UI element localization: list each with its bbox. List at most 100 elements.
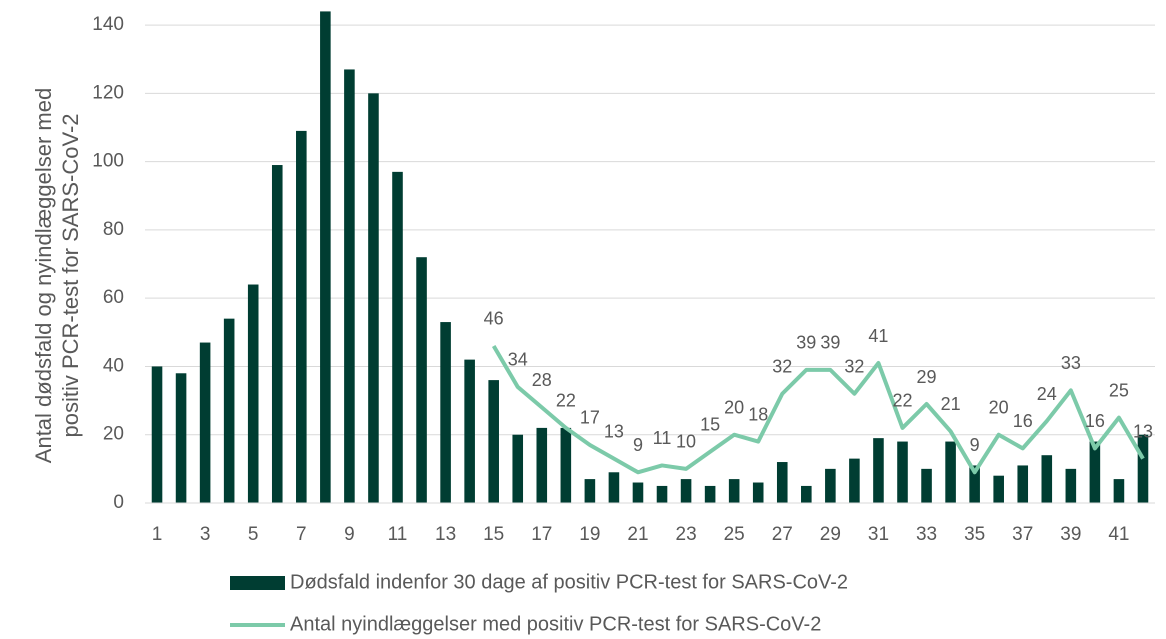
bar (464, 359, 475, 503)
bar (993, 475, 1004, 503)
x-tick-label: 19 (579, 524, 600, 545)
data-label: 13 (1133, 421, 1153, 441)
bar (897, 441, 908, 503)
bar (801, 485, 812, 503)
bar (1089, 441, 1101, 503)
x-tick-label: 25 (724, 524, 745, 545)
bar (608, 472, 620, 503)
x-tick-label: 7 (296, 524, 307, 545)
data-label: 46 (484, 309, 504, 329)
bar (175, 373, 187, 503)
data-label: 9 (970, 435, 980, 455)
bar (440, 322, 451, 503)
data-label: 25 (1109, 380, 1129, 400)
x-tick-label: 31 (868, 524, 889, 545)
bar (512, 434, 524, 503)
y-tick-label: 20 (103, 424, 124, 445)
data-label: 11 (653, 428, 672, 448)
bar (1017, 465, 1029, 503)
bar (320, 11, 331, 504)
data-label: 17 (580, 408, 600, 428)
y-axis-title: Antal dødsfald og nyindlæggelser medposi… (31, 88, 83, 463)
line (491, 344, 1145, 475)
data-label: 29 (917, 367, 937, 387)
data-label: 32 (844, 357, 864, 377)
data-label: 39 (820, 333, 840, 353)
data-label: 22 (892, 391, 912, 411)
y-tick-label: 120 (92, 82, 124, 103)
y-axis-title-line: Antal dødsfald og nyindlæggelser med (31, 88, 56, 463)
y-tick-label: 100 (92, 151, 124, 172)
x-tick-label: 23 (676, 524, 697, 545)
data-label: 16 (1085, 411, 1105, 431)
data-label: 18 (748, 404, 768, 424)
bar (1113, 479, 1125, 503)
x-tick-label: 27 (772, 524, 793, 545)
x-tick-label: 5 (248, 524, 259, 545)
bar (752, 482, 764, 503)
bar (368, 93, 379, 504)
bar (704, 485, 716, 503)
x-tick-label: 21 (627, 524, 648, 545)
data-label: 10 (676, 432, 696, 452)
x-tick-label: 13 (435, 524, 456, 545)
bar (271, 165, 283, 503)
bar (1041, 455, 1053, 503)
data-label: 20 (724, 397, 744, 417)
bar (247, 284, 259, 503)
bar (536, 427, 548, 503)
bar (560, 427, 572, 503)
data-label: 13 (604, 421, 624, 441)
bar (151, 366, 163, 503)
y-tick-label: 80 (103, 219, 124, 240)
x-tick-label: 33 (916, 524, 937, 545)
bar (921, 468, 932, 503)
x-tick-label: 11 (388, 524, 408, 545)
bar (199, 342, 211, 503)
y-tick-label: 140 (92, 14, 124, 35)
bar (680, 479, 692, 503)
x-tick-label: 35 (964, 524, 985, 545)
bar (776, 462, 788, 503)
data-label: 15 (700, 415, 720, 435)
data-label: 9 (633, 435, 643, 455)
bar (656, 485, 668, 503)
x-tick-label: 37 (1012, 524, 1033, 545)
x-tick-label: 9 (344, 524, 355, 545)
bar (849, 458, 860, 503)
data-label: 21 (941, 394, 961, 414)
data-label: 34 (508, 350, 528, 370)
bar (344, 69, 355, 503)
x-tick-label: 3 (200, 524, 211, 545)
bar (873, 438, 884, 503)
data-label: 32 (772, 357, 792, 377)
y-tick-label: 40 (103, 355, 124, 376)
data-label: 20 (989, 397, 1009, 417)
y-tick-label: 0 (113, 492, 124, 513)
bar (416, 257, 427, 503)
data-label: 22 (556, 391, 576, 411)
data-label: 33 (1061, 353, 1081, 373)
data-label: 16 (1013, 411, 1033, 431)
data-label: 24 (1037, 384, 1057, 404)
data-label: 41 (868, 326, 888, 346)
legend-label: Dødsfald indenfor 30 dage af positiv PCR… (290, 571, 848, 593)
legend-swatch (230, 576, 285, 590)
bar (825, 468, 836, 503)
y-tick-label: 60 (103, 287, 124, 308)
bar (1065, 468, 1077, 503)
bar (969, 465, 980, 503)
x-tick-label: 1 (152, 524, 163, 545)
bar (223, 318, 235, 503)
data-label: 39 (796, 333, 816, 353)
x-tick-label: 29 (820, 524, 841, 545)
y-axis-title-line: positiv PCR-test for SARS-CoV-2 (58, 114, 83, 438)
bar (632, 482, 644, 503)
bar (728, 479, 740, 503)
bar (945, 441, 956, 503)
x-tick-label: 41 (1108, 524, 1129, 545)
x-tick-label: 39 (1060, 524, 1081, 545)
bar (296, 130, 307, 503)
bar (488, 380, 499, 503)
